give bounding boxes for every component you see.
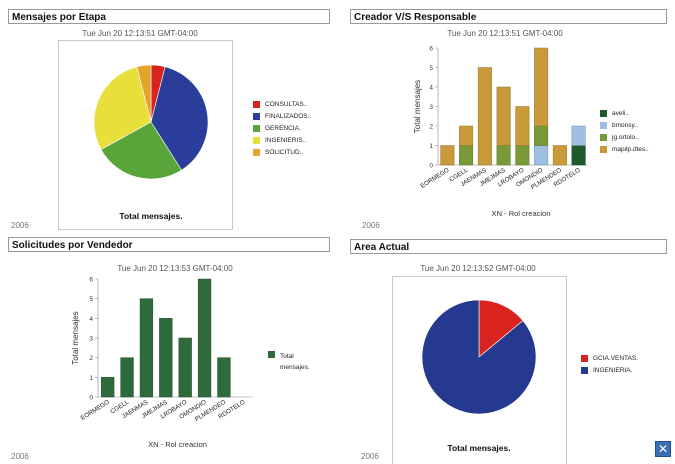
legend-label: FINALIZADOS..	[265, 112, 312, 120]
legend-item: GERENCIA.	[253, 122, 311, 134]
year-etapa: 2006	[11, 221, 29, 230]
legend-item: FINALIZADOS..	[253, 110, 311, 122]
legend-label: CONSULTAS..	[265, 100, 308, 108]
pie-caption: Total mensajes.	[119, 211, 182, 221]
x-axis-label: XN - Rol creacion	[148, 440, 207, 449]
bar-segment	[477, 67, 492, 166]
y-tick-label: 5	[89, 296, 93, 303]
legend-creador: aveli.. bmonsy.. jg.ortolo.. mapilp.dtes..	[600, 107, 649, 155]
legend-swatch	[600, 133, 607, 141]
legend-label: SOLICITUD..	[265, 148, 304, 156]
legend-swatch	[581, 354, 588, 362]
bar-segment	[459, 125, 474, 146]
y-tick-label: 0	[429, 163, 433, 170]
legend-item: SOLICITUD..	[253, 146, 311, 158]
close-button[interactable]: ✕	[655, 441, 671, 457]
legend-label: INGENIERIS..	[265, 136, 307, 144]
legend-area: GCIA.VENTAS. INGENIERIA.	[581, 352, 638, 376]
legend-item: Total mensajes.	[268, 351, 320, 373]
legend-item: INGENIERIA.	[581, 364, 638, 376]
pie-slice-4	[136, 64, 152, 123]
timestamp-vendedor: Tue Jun 20 12:13:53 GMT-04:00	[117, 264, 233, 273]
y-tick-label: 6	[89, 277, 93, 284]
timestamp-etapa: Tue Jun 20 12:13:51 GMT-04:00	[82, 29, 198, 38]
y-tick-label: 1	[89, 375, 93, 382]
bar-segment	[197, 278, 212, 398]
legend-etapa: CONSULTAS.. FINALIZADOS.. GERENCIA. INGENIE…	[253, 98, 311, 158]
panel-title-vendedor: Solicitudes por Vendedor	[8, 237, 330, 252]
bar-segment	[139, 298, 154, 398]
legend-label: GERENCIA.	[265, 124, 301, 132]
y-tick-label: 5	[429, 65, 433, 72]
y-tick-label: 2	[429, 124, 433, 131]
legend-label: jg.ortolo..	[612, 133, 639, 141]
y-tick-label: 4	[429, 85, 433, 92]
bar-segment	[515, 106, 530, 146]
legend-swatch	[268, 351, 275, 358]
bar-segment	[552, 145, 567, 166]
y-tick-label: 1	[429, 143, 433, 150]
bar-segment	[440, 145, 455, 166]
legend-vendedor: Total mensajes.	[268, 351, 320, 373]
y-tick-label: 0	[89, 395, 93, 402]
bar-segment	[178, 337, 192, 398]
legend-label: aveli..	[612, 109, 629, 117]
legend-item: mapilp.dtes..	[600, 143, 649, 155]
bar-segment	[101, 377, 115, 398]
bar-segment	[534, 47, 549, 127]
legend-label: Total mensajes.	[280, 353, 310, 371]
bar-segment	[571, 125, 586, 146]
pie-slice-2	[100, 121, 182, 180]
legend-swatch	[253, 136, 260, 144]
panel-title-creador: Creador V/S Responsable	[350, 9, 667, 24]
y-axis-label: Total mensajes	[71, 311, 80, 364]
y-tick-label: 6	[429, 46, 433, 53]
year-creador: 2006	[362, 221, 380, 230]
y-tick-label: 3	[429, 104, 433, 111]
bar-segment	[217, 357, 231, 398]
legend-item: GCIA.VENTAS.	[581, 352, 638, 364]
legend-item: INGENIERIS..	[253, 134, 311, 146]
pie-slice-1	[421, 299, 537, 415]
timestamp-creador: Tue Jun 20 12:13:51 GMT-04:00	[447, 29, 563, 38]
bar-segment	[496, 86, 511, 146]
legend-swatch	[600, 109, 607, 117]
timestamp-area: Tue Jun 20 12:13:52 GMT-04:00	[420, 264, 536, 273]
panel-title-etapa: Mensajes por Etapa	[8, 9, 330, 24]
legend-label: bmonsy..	[612, 121, 638, 129]
close-icon: ✕	[657, 442, 669, 456]
legend-swatch	[253, 100, 260, 108]
bar-segment	[159, 318, 173, 398]
bar-segment	[120, 357, 134, 398]
legend-item: bmonsy..	[600, 119, 649, 131]
y-tick-label: 3	[89, 336, 93, 343]
legend-swatch	[253, 124, 260, 132]
legend-label: GCIA.VENTAS.	[593, 354, 639, 362]
legend-label: INGENIERIA.	[593, 366, 633, 374]
panel-title-area: Area Actual	[350, 239, 667, 254]
legend-item: jg.ortolo..	[600, 131, 649, 143]
pie-caption: Total mensajes.	[447, 443, 510, 453]
y-tick-label: 4	[89, 316, 93, 323]
legend-label: mapilp.dtes..	[612, 145, 649, 153]
y-axis-label: Total mensajes	[413, 80, 422, 133]
y-tick-label: 2	[89, 355, 93, 362]
legend-swatch	[581, 366, 588, 374]
legend-swatch	[253, 112, 260, 120]
x-axis-label: XN - Rol creacion	[492, 209, 551, 218]
legend-swatch	[600, 145, 607, 153]
year-vendedor: 2006	[11, 452, 29, 461]
legend-item: aveli..	[600, 107, 649, 119]
legend-swatch	[253, 148, 260, 156]
legend-item: CONSULTAS..	[253, 98, 311, 110]
legend-swatch	[600, 121, 607, 129]
pie-slice-3	[93, 66, 152, 150]
year-area: 2006	[361, 452, 379, 461]
